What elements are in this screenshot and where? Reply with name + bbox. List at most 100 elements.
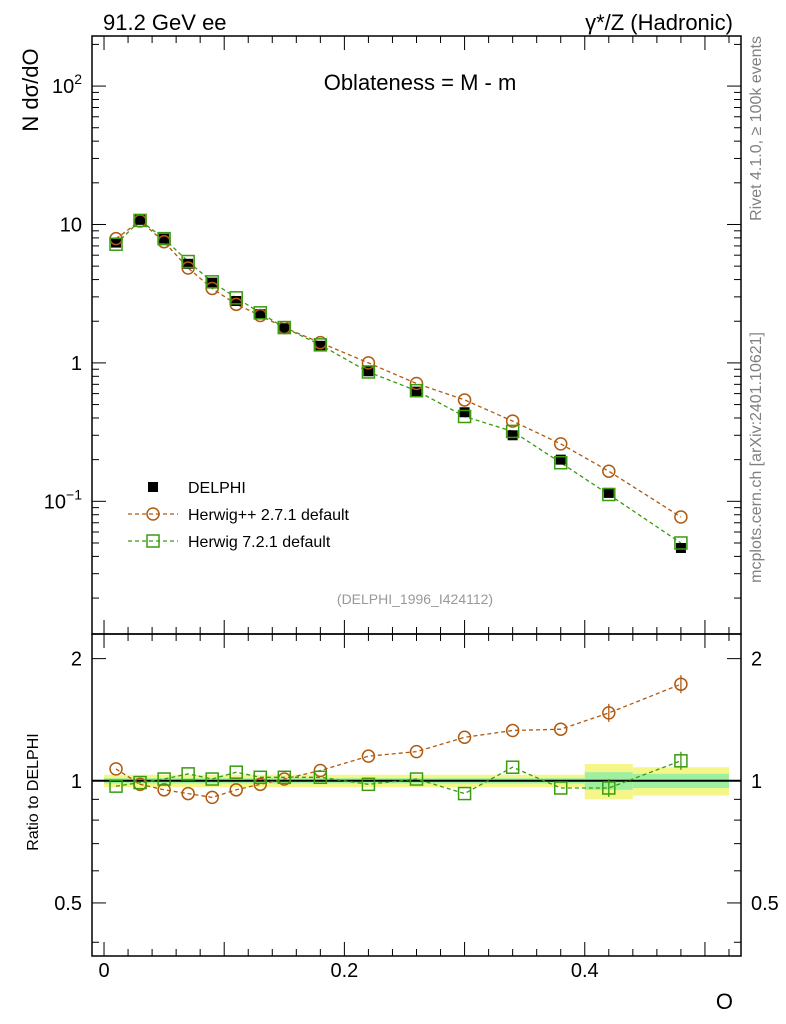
data-point-s0-2 — [159, 233, 170, 244]
data-point-s0-10 — [411, 386, 422, 397]
ratio-point-s0-13 — [553, 722, 568, 736]
x-tick-label: 0.4 — [571, 960, 599, 982]
ratio-tick-label-left: 1 — [71, 771, 82, 793]
ratio-point-s0-2 — [157, 783, 171, 797]
rivet-label: Rivet 4.1.0, ≥ 100k events — [748, 36, 765, 221]
ratio-panel: 2 2 1 1 0.5 0.5 0 0.2 0.4 — [54, 633, 779, 982]
data-point-s0-6 — [255, 309, 266, 320]
ratio-tick-label-right: 1 — [751, 771, 762, 793]
analysis-tag: (DELPHI_1996_I424112) — [337, 591, 493, 607]
data-point-s1-12 — [505, 414, 520, 428]
data-point-s2-5 — [229, 291, 243, 305]
legend-label: Herwig 7.2.1 default — [188, 534, 331, 551]
x-tick-label: 0 — [98, 960, 109, 982]
ratio-point-s0-3 — [181, 786, 195, 801]
series-line-2 — [115, 219, 682, 544]
legend-marker — [146, 507, 160, 521]
ratio-point-s1-11 — [457, 786, 472, 801]
ratio-point-s0-14 — [602, 706, 616, 720]
series-line-1 — [115, 220, 682, 518]
ratio-point-s1-0 — [109, 779, 123, 793]
ratio-point-s0-9 — [361, 749, 376, 763]
ratio-point-s1-8 — [313, 770, 328, 785]
data-point-s0-3 — [183, 258, 194, 269]
ratio-point-s1-15 — [674, 754, 688, 768]
x-axis-label: O — [716, 989, 733, 1014]
ratio-point-s1-2 — [157, 772, 171, 786]
data-point-s0-7 — [279, 323, 290, 334]
ratio-line-1 — [115, 760, 682, 795]
legend: DELPHI Herwig++ 2.7.1 default Herwig 7.2.1… — [128, 480, 350, 551]
ratio-tick-label-right: 0.5 — [751, 893, 779, 915]
data-point-s2-11 — [457, 409, 472, 424]
data-point-s0-1 — [135, 214, 146, 225]
y-tick-label: 10−1 — [44, 486, 82, 513]
data-point-s0-9 — [363, 366, 374, 377]
y-tick-label: 1 — [71, 353, 82, 375]
data-point-s0-5 — [231, 296, 242, 307]
ratio-point-s0-4 — [205, 790, 219, 805]
ratio-line-0 — [115, 683, 682, 799]
data-point-s2-0 — [109, 237, 123, 251]
data-point-s1-11 — [457, 393, 472, 407]
data-point-s2-13 — [553, 455, 568, 470]
ratio-point-s1-7 — [277, 770, 292, 785]
data-point-s1-14 — [602, 464, 616, 478]
ratio-point-s1-12 — [505, 760, 520, 774]
data-point-s0-11 — [459, 407, 470, 418]
ratio-point-s0-0 — [109, 762, 123, 776]
data-point-s2-14 — [602, 487, 616, 502]
ratio-point-s0-11 — [457, 730, 472, 745]
y-axis-label: N dσ/dO — [18, 48, 43, 131]
ratio-tick-label-left: 2 — [71, 649, 82, 671]
chart-title: Oblateness = M - m — [324, 70, 517, 95]
data-point-s0-13 — [555, 454, 566, 465]
ratio-tick-label-left: 0.5 — [54, 893, 82, 915]
ratio-tick-label-right: 2 — [751, 649, 762, 671]
ratio-point-s0-8 — [313, 763, 328, 778]
ratio-point-s1-3 — [181, 767, 195, 781]
header-left: 91.2 GeV ee — [103, 10, 227, 35]
data-point-s2-10 — [409, 383, 424, 398]
data-point-s1-15 — [674, 510, 688, 524]
legend-marker — [148, 482, 158, 492]
data-point-s2-7 — [277, 320, 292, 335]
y-tick-label: 10 — [60, 214, 82, 236]
ratio-point-s1-1 — [133, 775, 147, 790]
ratio-point-s1-9 — [361, 777, 376, 792]
data-point-s2-1 — [133, 213, 147, 228]
ratio-point-s0-6 — [253, 777, 268, 792]
data-point-s1-10 — [409, 376, 424, 391]
data-point-s2-6 — [253, 306, 268, 320]
ratio-point-s0-5 — [229, 783, 243, 797]
data-point-s0-0 — [111, 237, 122, 248]
data-point-s0-8 — [315, 340, 326, 351]
ratio-point-s0-15 — [674, 677, 688, 691]
data-point-s0-14 — [603, 487, 614, 498]
ratio-point-s0-12 — [505, 723, 520, 738]
legend-label: DELPHI — [188, 480, 246, 497]
mcplots-label: mcplots.cern.ch [arXiv:2401.10621] — [748, 332, 765, 583]
x-tick-label: 0.2 — [330, 960, 358, 982]
data-point-s2-8 — [313, 338, 328, 352]
header-right: γ*/Z (Hadronic) — [585, 10, 733, 35]
ratio-y-label: Ratio to DELPHI — [25, 733, 42, 850]
legend-marker — [146, 534, 160, 548]
data-point-s2-3 — [181, 254, 195, 269]
ratio-point-s1-10 — [409, 772, 424, 786]
data-point-s1-13 — [553, 437, 568, 451]
main-panel: 102 10 1 10−1 Oblateness = M - m (DELPHI_19… — [44, 35, 742, 635]
legend-label: Herwig++ 2.7.1 default — [188, 507, 350, 524]
data-point-s2-9 — [361, 365, 376, 379]
ratio-point-s1-6 — [253, 770, 268, 785]
ratio-point-s1-13 — [553, 781, 568, 795]
data-point-s2-4 — [205, 275, 219, 289]
ratio-point-s1-14 — [602, 781, 616, 795]
data-point-s0-15 — [675, 542, 686, 553]
data-point-s2-2 — [157, 231, 171, 246]
y-tick-label: 102 — [52, 71, 82, 98]
ratio-point-s0-10 — [409, 744, 424, 759]
data-point-s1-9 — [361, 356, 376, 370]
ratio-point-s1-5 — [229, 765, 243, 779]
